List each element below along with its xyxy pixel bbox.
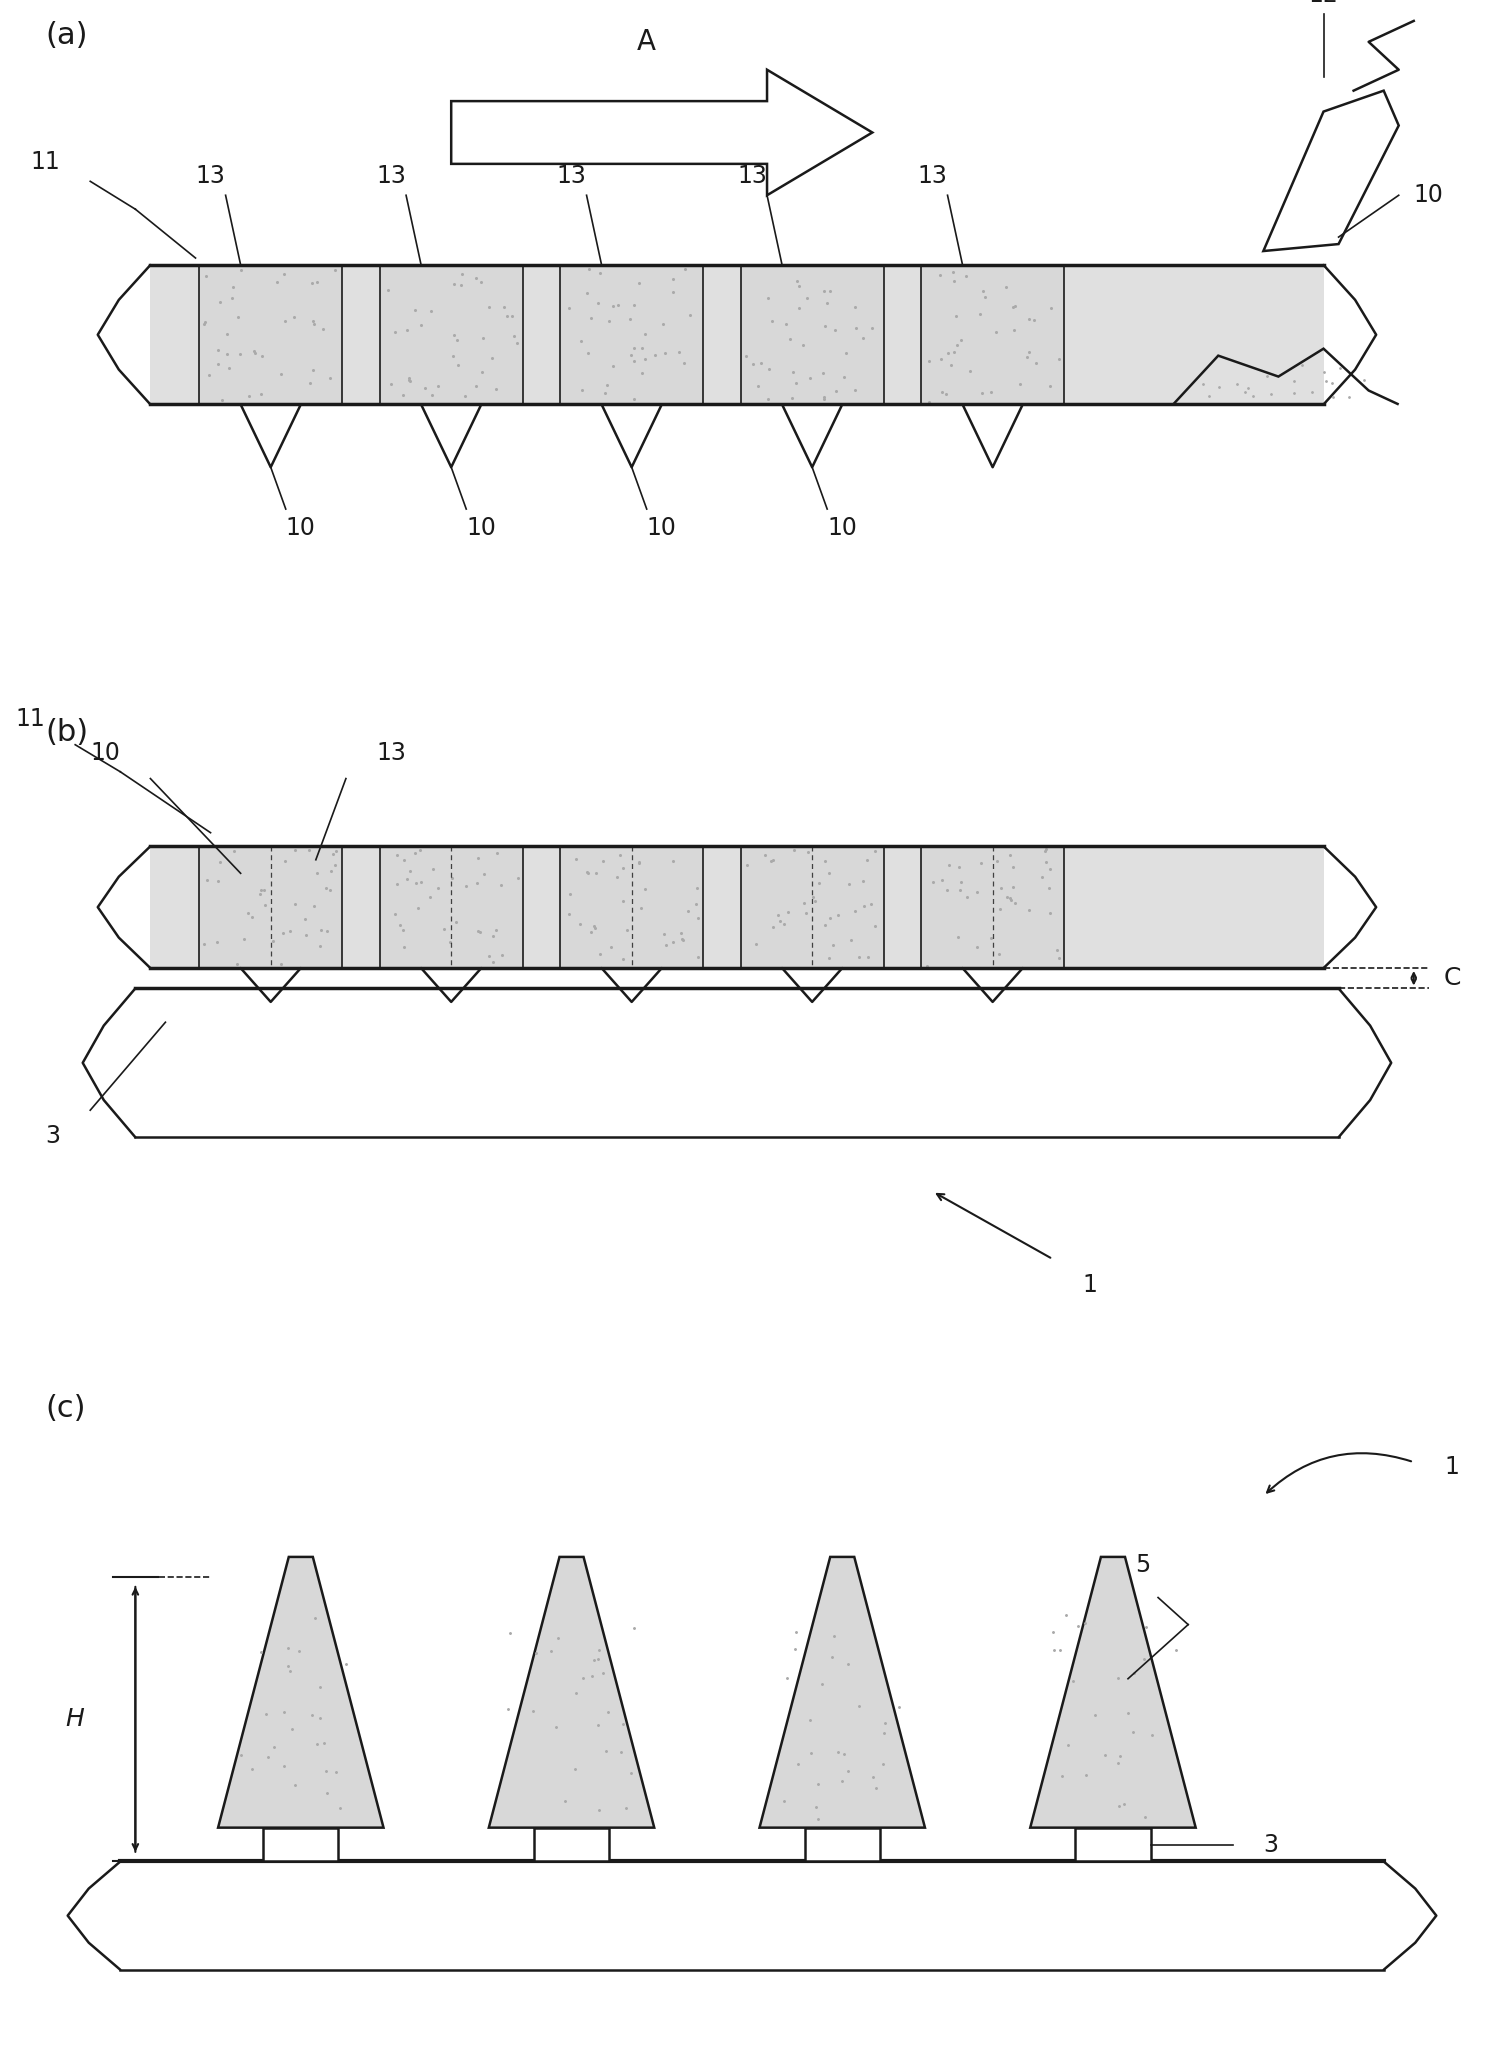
Bar <box>150 265 1324 404</box>
Bar <box>135 989 1339 1136</box>
Text: 10: 10 <box>90 740 120 765</box>
Text: (a): (a) <box>45 21 87 49</box>
Text: 13: 13 <box>196 164 226 189</box>
Bar <box>379 265 523 404</box>
Polygon shape <box>451 70 872 195</box>
Text: 10: 10 <box>466 517 496 539</box>
Text: 12: 12 <box>1308 0 1339 6</box>
Polygon shape <box>1263 90 1399 250</box>
Text: A: A <box>638 29 656 55</box>
Bar <box>120 1862 1384 1969</box>
Text: 13: 13 <box>376 164 406 189</box>
Bar <box>150 265 1324 404</box>
Bar <box>920 847 1063 968</box>
Bar <box>559 265 702 404</box>
Text: 10: 10 <box>647 517 677 539</box>
Text: 13: 13 <box>376 740 406 765</box>
Bar <box>740 847 884 968</box>
Text: 3: 3 <box>45 1124 60 1149</box>
Polygon shape <box>1030 1557 1196 1827</box>
Text: 5: 5 <box>1136 1553 1151 1577</box>
Bar <box>150 847 1324 968</box>
Bar <box>920 265 1063 404</box>
Bar <box>379 847 523 968</box>
Polygon shape <box>1075 1827 1151 1862</box>
Text: H: H <box>66 1706 84 1731</box>
Text: 1: 1 <box>1083 1272 1098 1296</box>
Bar <box>740 265 884 404</box>
Bar <box>199 265 341 404</box>
Text: (c): (c) <box>45 1395 86 1423</box>
Text: 1: 1 <box>1444 1456 1459 1479</box>
Text: C: C <box>1444 966 1462 991</box>
Polygon shape <box>534 1827 609 1862</box>
Bar <box>199 847 341 968</box>
Bar <box>150 847 1324 968</box>
Text: 13: 13 <box>737 164 767 189</box>
Text: (b): (b) <box>45 718 89 747</box>
Polygon shape <box>263 1827 338 1862</box>
Text: 13: 13 <box>556 164 587 189</box>
Text: 3: 3 <box>1263 1832 1278 1856</box>
Bar <box>559 847 702 968</box>
Polygon shape <box>489 1557 654 1827</box>
Text: 10: 10 <box>286 517 316 539</box>
Text: 13: 13 <box>917 164 948 189</box>
Text: 11: 11 <box>30 150 60 174</box>
Text: 10: 10 <box>1414 183 1444 207</box>
Polygon shape <box>760 1557 925 1827</box>
Text: 11: 11 <box>15 708 45 730</box>
Text: 10: 10 <box>827 517 857 539</box>
Polygon shape <box>805 1827 880 1862</box>
Polygon shape <box>218 1557 384 1827</box>
